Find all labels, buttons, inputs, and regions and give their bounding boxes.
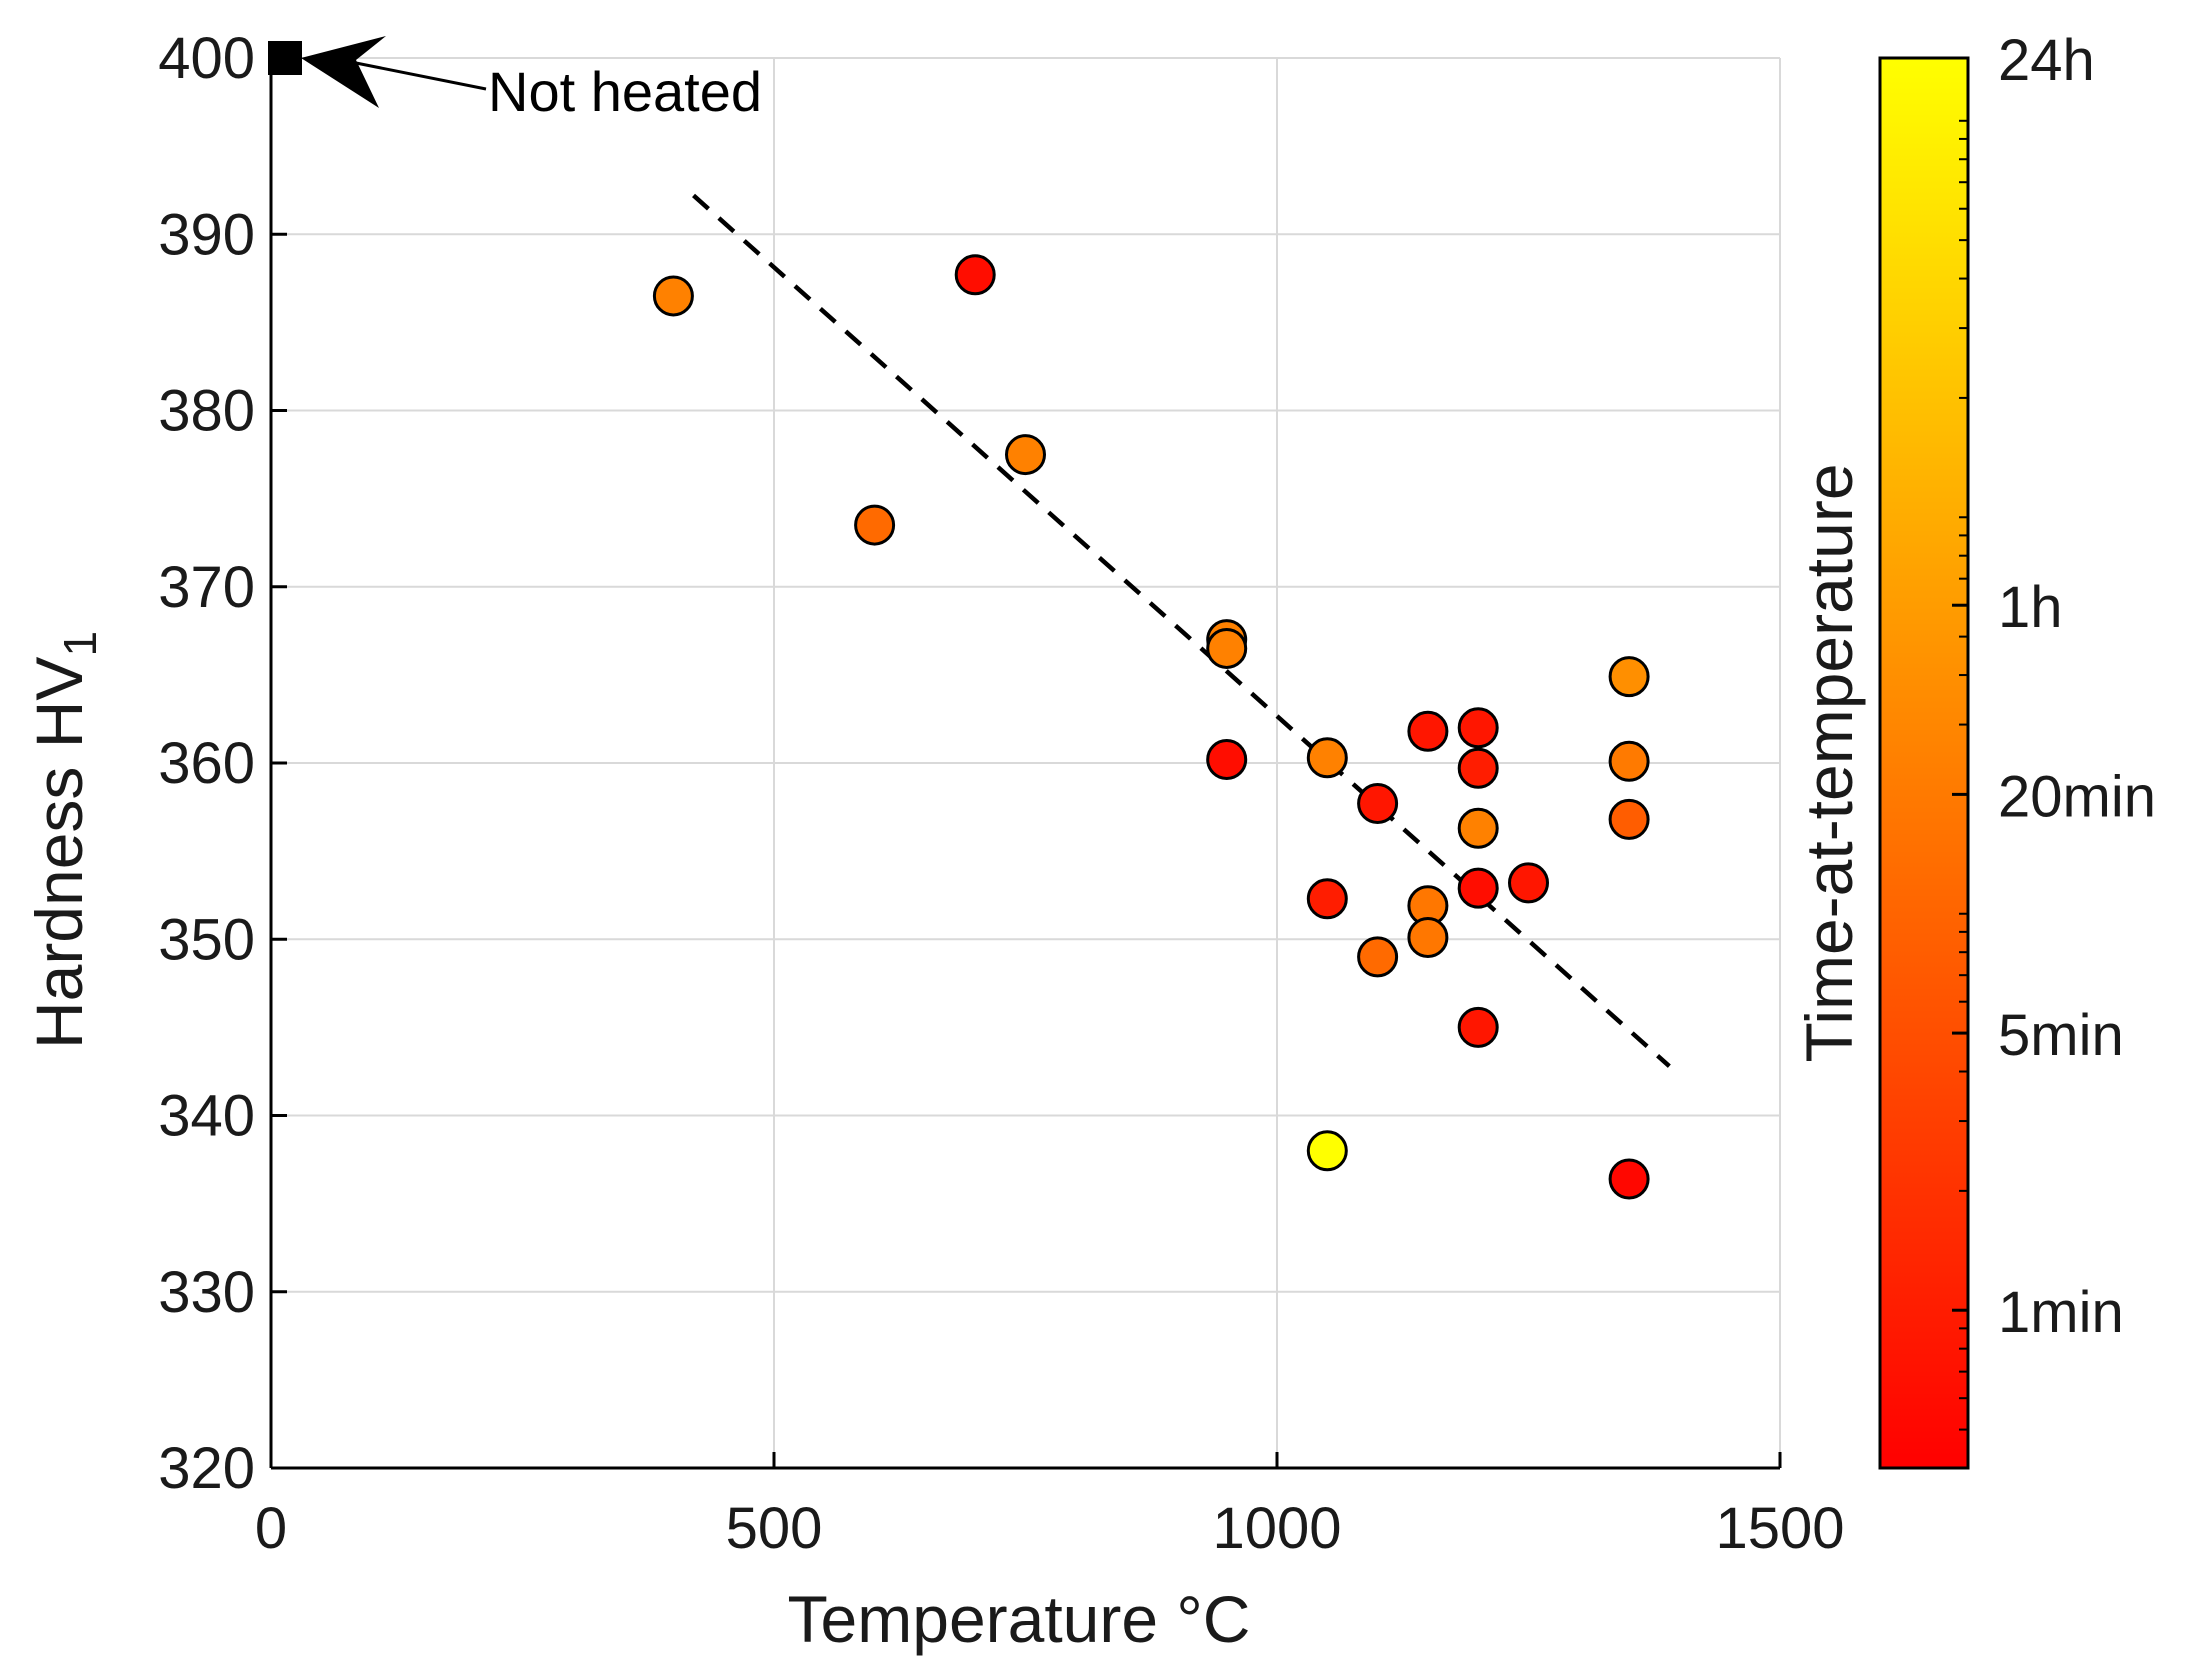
y-tick-label: 340 xyxy=(158,1084,255,1149)
x-axis-title: Temperature °C xyxy=(788,1582,1251,1656)
y-tick-label: 390 xyxy=(158,202,255,267)
trend-line xyxy=(692,193,1671,1068)
data-point xyxy=(1508,862,1549,904)
colorbar-gradient xyxy=(1878,56,1970,1470)
data-point xyxy=(1407,710,1449,752)
data-points xyxy=(652,254,1650,1200)
colorbar-tick-label: 1min xyxy=(1998,1280,2124,1345)
data-point xyxy=(1457,807,1499,849)
data-point xyxy=(1357,936,1399,978)
not-heated-arrow-line xyxy=(350,60,487,91)
grid xyxy=(271,58,1780,1468)
data-point xyxy=(1608,1158,1650,1200)
data-point xyxy=(954,254,996,296)
colorbar-tick-label: 20min xyxy=(1998,764,2156,829)
data-point xyxy=(652,275,694,317)
x-tick-label: 1000 xyxy=(1212,1496,1341,1561)
y-axis-title-subscript: 1 xyxy=(54,631,106,657)
y-tick-label: 330 xyxy=(158,1260,255,1325)
data-point xyxy=(1457,747,1499,789)
data-point xyxy=(1407,916,1449,958)
data-point xyxy=(1357,783,1399,825)
y-tick-label: 360 xyxy=(158,731,255,796)
data-point xyxy=(854,504,896,546)
x-tick-labels: 0 500 1000 1500 xyxy=(255,1496,1845,1561)
data-point xyxy=(1608,656,1650,698)
data-point xyxy=(1457,1006,1499,1048)
y-tick-label: 350 xyxy=(158,907,255,972)
axes xyxy=(269,56,1782,1470)
data-point xyxy=(1457,707,1499,749)
data-point xyxy=(1306,878,1348,920)
data-point xyxy=(1306,1130,1348,1172)
data-point xyxy=(1306,737,1348,779)
colorbar-tick-label: 5min xyxy=(1998,1003,2124,1068)
y-tick-label: 400 xyxy=(158,26,255,91)
colorbar-title: Time-at-temperature xyxy=(1792,463,1866,1062)
trend-line-layer xyxy=(692,193,1671,1068)
colorbar-tick-label: 24h xyxy=(1998,28,2095,93)
data-point xyxy=(1608,798,1650,840)
x-tick-label: 500 xyxy=(726,1496,823,1561)
data-point xyxy=(1457,867,1499,909)
y-tick-label: 370 xyxy=(158,555,255,620)
not-heated-annotation: Not heated xyxy=(268,36,762,123)
y-tick-labels: 320 330 340 350 360 370 380 390 400 xyxy=(158,26,255,1501)
x-tick-label: 1500 xyxy=(1715,1496,1844,1561)
data-point xyxy=(1005,434,1046,476)
not-heated-arrow-head xyxy=(301,36,386,108)
colorbar-tick-labels: 1min 5min 20min 1h 24h xyxy=(1952,28,2156,1345)
x-tick-label: 0 xyxy=(255,1496,287,1561)
data-point xyxy=(1608,740,1650,782)
not-heated-label: Not heated xyxy=(488,60,762,123)
not-heated-marker xyxy=(268,41,302,75)
colorbar-tick-label: 1h xyxy=(1998,575,2063,640)
y-axis-title: Hardness HV1 xyxy=(22,631,106,1049)
y-tick-label: 380 xyxy=(158,379,255,444)
y-tick-label: 320 xyxy=(158,1436,255,1501)
y-axis-title-main: Hardness HV xyxy=(22,657,96,1050)
data-point xyxy=(1206,627,1248,669)
data-point xyxy=(1206,738,1248,780)
colorbar: 1min 5min 20min 1h 24h Time-at-temperature xyxy=(1792,28,2156,1470)
